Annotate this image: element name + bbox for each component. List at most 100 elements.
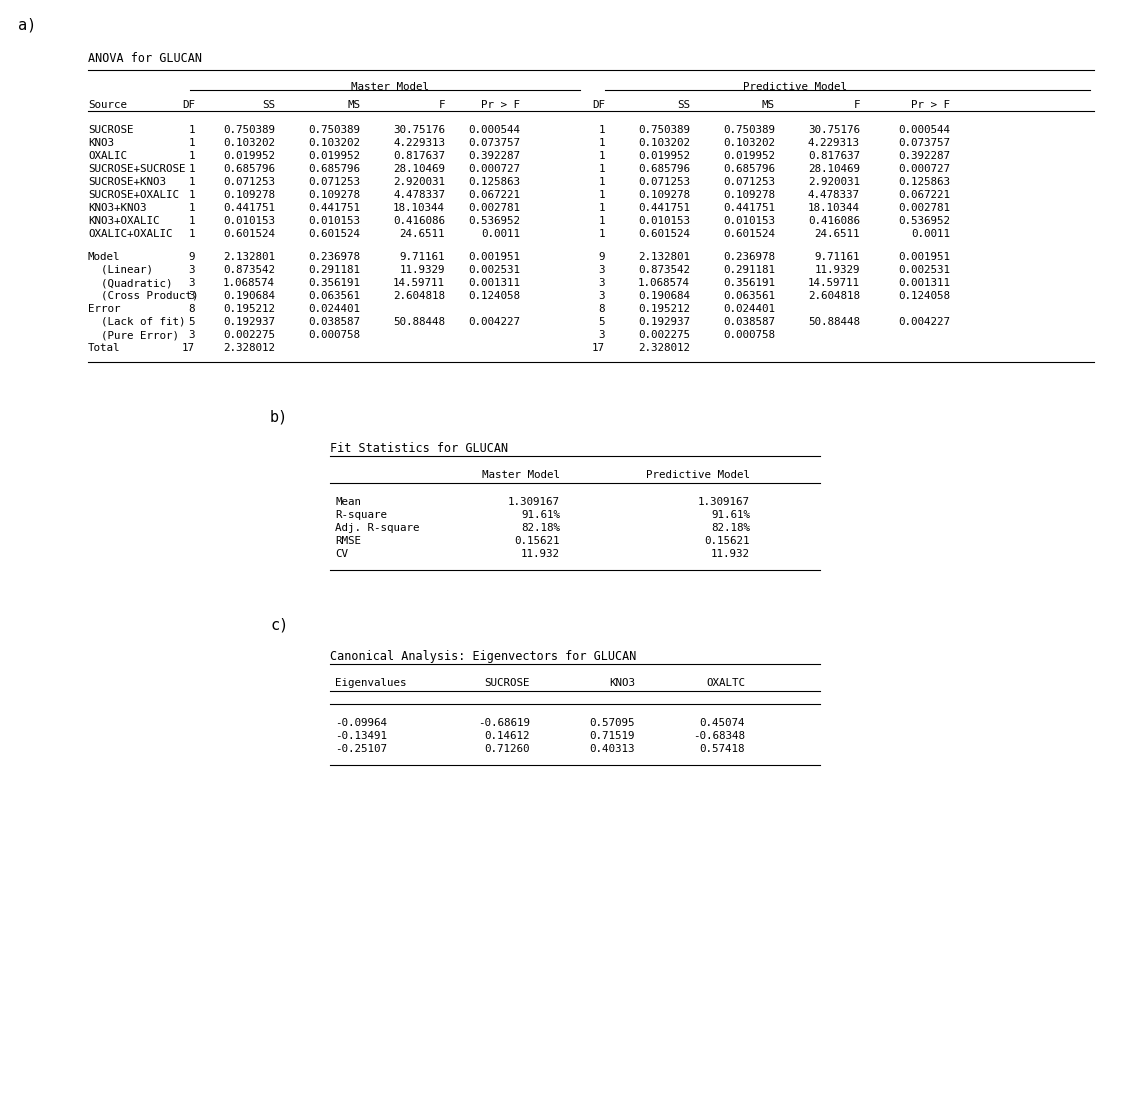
Text: 11.932: 11.932 <box>522 549 560 559</box>
Text: Predictive Model: Predictive Model <box>743 82 847 92</box>
Text: 0.000727: 0.000727 <box>468 164 520 173</box>
Text: 91.61%: 91.61% <box>522 511 560 520</box>
Text: 0.356191: 0.356191 <box>308 278 360 288</box>
Text: OXALIC: OXALIC <box>88 151 127 161</box>
Text: 3: 3 <box>598 330 605 340</box>
Text: 0.685796: 0.685796 <box>308 164 360 173</box>
Text: 0.15621: 0.15621 <box>705 536 750 546</box>
Text: 1: 1 <box>189 164 194 173</box>
Text: 0.124058: 0.124058 <box>468 291 520 301</box>
Text: 0.004227: 0.004227 <box>468 317 520 327</box>
Text: RMSE: RMSE <box>335 536 361 546</box>
Text: 0.0011: 0.0011 <box>910 229 950 239</box>
Text: 0.57418: 0.57418 <box>699 744 745 754</box>
Text: 1: 1 <box>598 138 605 148</box>
Text: 0.601524: 0.601524 <box>723 229 776 239</box>
Text: Master Model: Master Model <box>482 470 560 480</box>
Text: (Quadratic): (Quadratic) <box>88 278 172 288</box>
Text: 4.478337: 4.478337 <box>393 190 445 200</box>
Text: 50.88448: 50.88448 <box>808 317 860 327</box>
Text: 82.18%: 82.18% <box>711 523 750 533</box>
Text: SS: SS <box>677 99 690 111</box>
Text: 5: 5 <box>598 317 605 327</box>
Text: 4.229313: 4.229313 <box>393 138 445 148</box>
Text: 0.067221: 0.067221 <box>898 190 950 200</box>
Text: 0.010153: 0.010153 <box>638 215 690 227</box>
Text: 0.019952: 0.019952 <box>308 151 360 161</box>
Text: (Pure Error): (Pure Error) <box>88 330 179 340</box>
Text: 1: 1 <box>598 177 605 187</box>
Text: 11.9329: 11.9329 <box>815 265 860 275</box>
Text: 0.57095: 0.57095 <box>589 718 635 728</box>
Text: 9: 9 <box>598 252 605 262</box>
Text: 0.601524: 0.601524 <box>638 229 690 239</box>
Text: 50.88448: 50.88448 <box>393 317 445 327</box>
Text: SUCROSE: SUCROSE <box>88 125 134 135</box>
Text: 0.109278: 0.109278 <box>308 190 360 200</box>
Text: -0.25107: -0.25107 <box>335 744 387 754</box>
Text: SUCROSE: SUCROSE <box>484 678 531 688</box>
Text: 0.195212: 0.195212 <box>223 304 275 314</box>
Text: KNO3: KNO3 <box>88 138 114 148</box>
Text: 0.685796: 0.685796 <box>638 164 690 173</box>
Text: 1: 1 <box>598 164 605 173</box>
Text: 0.291181: 0.291181 <box>308 265 360 275</box>
Text: 0.019952: 0.019952 <box>638 151 690 161</box>
Text: Eigenvalues: Eigenvalues <box>335 678 407 688</box>
Text: 0.073757: 0.073757 <box>468 138 520 148</box>
Text: SUCROSE+OXALIC: SUCROSE+OXALIC <box>88 190 179 200</box>
Text: 2.132801: 2.132801 <box>223 252 275 262</box>
Text: 1.309167: 1.309167 <box>508 497 560 507</box>
Text: 0.416086: 0.416086 <box>393 215 445 227</box>
Text: 0.002531: 0.002531 <box>468 265 520 275</box>
Text: 0.236978: 0.236978 <box>723 252 776 262</box>
Text: F: F <box>438 99 445 111</box>
Text: 0.063561: 0.063561 <box>723 291 776 301</box>
Text: SUCROSE+KNO3: SUCROSE+KNO3 <box>88 177 166 187</box>
Text: 0.002275: 0.002275 <box>223 330 275 340</box>
Text: 0.817637: 0.817637 <box>808 151 860 161</box>
Text: 0.750389: 0.750389 <box>723 125 776 135</box>
Text: 0.536952: 0.536952 <box>468 215 520 227</box>
Text: 1: 1 <box>598 203 605 213</box>
Text: 2.604818: 2.604818 <box>808 291 860 301</box>
Text: Canonical Analysis: Eigenvectors for GLUCAN: Canonical Analysis: Eigenvectors for GLU… <box>330 650 636 663</box>
Text: 0.392287: 0.392287 <box>898 151 950 161</box>
Text: 2.328012: 2.328012 <box>223 343 275 352</box>
Text: 0.000544: 0.000544 <box>898 125 950 135</box>
Text: F: F <box>853 99 860 111</box>
Text: 0.071253: 0.071253 <box>223 177 275 187</box>
Text: 0.125863: 0.125863 <box>468 177 520 187</box>
Text: -0.13491: -0.13491 <box>335 732 387 741</box>
Text: 0.002781: 0.002781 <box>898 203 950 213</box>
Text: 0.024401: 0.024401 <box>723 304 776 314</box>
Text: 0.750389: 0.750389 <box>308 125 360 135</box>
Text: b): b) <box>270 410 288 425</box>
Text: 0.002531: 0.002531 <box>898 265 950 275</box>
Text: 0.103202: 0.103202 <box>223 138 275 148</box>
Text: 0.063561: 0.063561 <box>308 291 360 301</box>
Text: (Linear): (Linear) <box>88 265 153 275</box>
Text: CV: CV <box>335 549 348 559</box>
Text: 0.010153: 0.010153 <box>723 215 776 227</box>
Text: 0.685796: 0.685796 <box>723 164 776 173</box>
Text: 0.817637: 0.817637 <box>393 151 445 161</box>
Text: 0.024401: 0.024401 <box>308 304 360 314</box>
Text: SS: SS <box>262 99 275 111</box>
Text: R-square: R-square <box>335 511 387 520</box>
Text: 0.001951: 0.001951 <box>898 252 950 262</box>
Text: 3: 3 <box>189 291 194 301</box>
Text: 0.071253: 0.071253 <box>308 177 360 187</box>
Text: 1.068574: 1.068574 <box>638 278 690 288</box>
Text: KNO3+OXALIC: KNO3+OXALIC <box>88 215 160 227</box>
Text: 0.004227: 0.004227 <box>898 317 950 327</box>
Text: 5: 5 <box>189 317 194 327</box>
Text: 0.441751: 0.441751 <box>308 203 360 213</box>
Text: 0.002781: 0.002781 <box>468 203 520 213</box>
Text: 0.001311: 0.001311 <box>898 278 950 288</box>
Text: Source: Source <box>88 99 127 111</box>
Text: 0.873542: 0.873542 <box>223 265 275 275</box>
Text: 0.125863: 0.125863 <box>898 177 950 187</box>
Text: 82.18%: 82.18% <box>522 523 560 533</box>
Text: (Cross Product): (Cross Product) <box>88 291 199 301</box>
